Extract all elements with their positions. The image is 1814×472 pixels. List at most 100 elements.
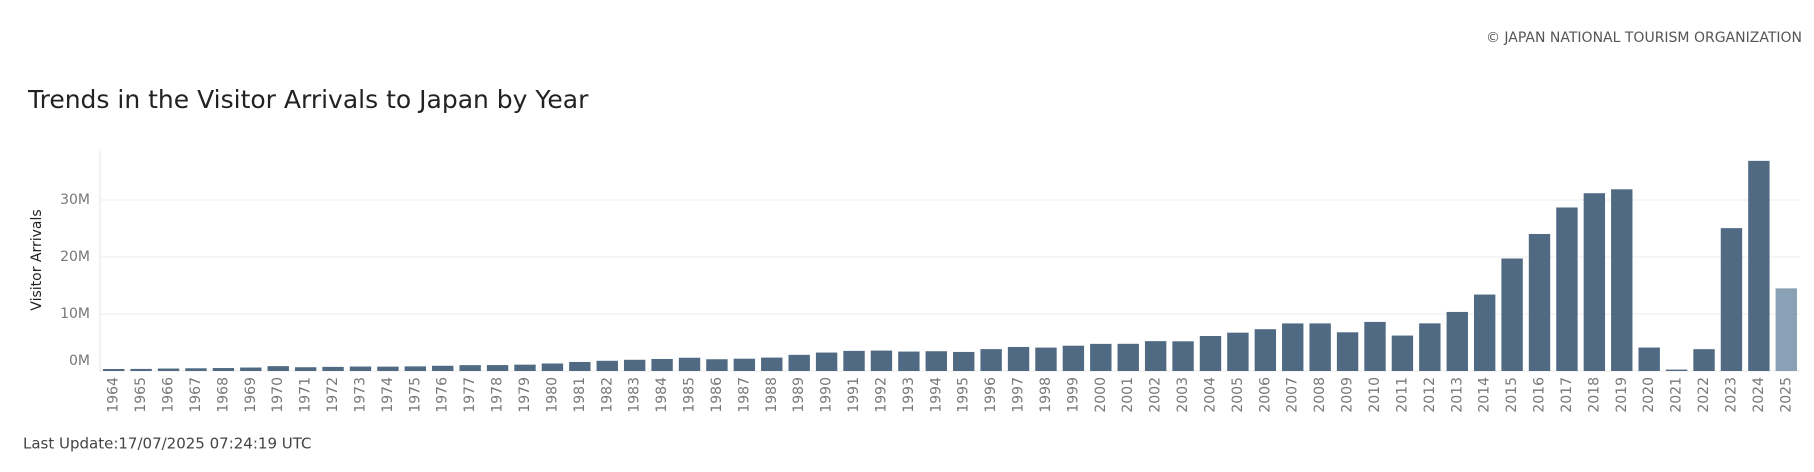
- x-tick-label: 2012: [1422, 377, 1438, 413]
- bar: [788, 354, 810, 371]
- bar: [432, 365, 454, 371]
- bar: [404, 366, 427, 371]
- x-tick-label: 1993: [901, 377, 917, 413]
- x-tick-label: 1991: [846, 377, 862, 413]
- bar: [1720, 228, 1743, 371]
- bar: [1007, 346, 1030, 371]
- bar: [1199, 336, 1222, 371]
- x-tick-label: 1994: [928, 377, 944, 413]
- x-tick-label: 1966: [161, 377, 177, 413]
- chart-title: Trends in the Visitor Arrivals to Japan …: [27, 85, 589, 114]
- y-axis-title: Visitor Arrivals: [29, 209, 45, 310]
- x-tick-label: 2018: [1586, 377, 1602, 413]
- bar: [1309, 323, 1331, 371]
- x-tick-label: 1975: [407, 377, 423, 413]
- bar: [349, 366, 372, 371]
- x-tick-label: 1983: [627, 377, 643, 413]
- x-tick-label: 1973: [352, 377, 368, 413]
- x-tick-label: 1985: [682, 377, 698, 413]
- x-tick-label: 2001: [1120, 377, 1136, 413]
- y-tick-label: 0M: [69, 353, 90, 369]
- x-tick-label: 1977: [462, 377, 478, 413]
- x-tick-label: 2010: [1367, 377, 1383, 413]
- footnote: Last Update:17/07/2025 07:24:19 UTC: [23, 435, 312, 453]
- bar: [761, 357, 783, 371]
- bar: [1638, 347, 1660, 371]
- x-tick-label: 2022: [1696, 377, 1712, 413]
- bar: [1117, 343, 1139, 371]
- bar: [1665, 369, 1688, 371]
- bar: [1775, 288, 1797, 371]
- x-tick-label: 1972: [325, 377, 341, 413]
- bar: [1227, 332, 1249, 371]
- y-tick-label: 30M: [60, 192, 90, 208]
- x-tick-label: 1986: [709, 377, 725, 413]
- bar: [486, 365, 509, 371]
- x-tick-label: 1964: [106, 377, 122, 413]
- x-tick-label: 1988: [764, 377, 780, 413]
- x-tick-label: 2016: [1532, 377, 1548, 413]
- x-tick-label: 2025: [1778, 377, 1794, 413]
- x-tick-label: 1981: [572, 377, 588, 413]
- x-tick-label: 2024: [1751, 377, 1767, 413]
- x-tick-label: 1995: [956, 377, 972, 413]
- bar: [157, 368, 180, 371]
- bar: [1611, 189, 1633, 371]
- x-tick-label: 1984: [654, 377, 670, 413]
- x-tick-label: 2002: [1148, 377, 1164, 413]
- x-tick-label: 2006: [1257, 377, 1273, 413]
- x-tick-label: 2021: [1669, 377, 1685, 413]
- bar: [294, 367, 317, 371]
- x-tick-label: 1971: [298, 377, 314, 413]
- x-tick-label: 1980: [544, 377, 560, 413]
- bar: [1144, 341, 1167, 371]
- x-tick-label: 1997: [1011, 377, 1027, 413]
- x-tick-label: 2020: [1641, 377, 1657, 413]
- bar: [651, 358, 673, 371]
- bar: [459, 365, 481, 371]
- x-tick-label: 1996: [983, 377, 999, 413]
- x-tick-label: 2023: [1723, 377, 1739, 413]
- x-tick-label: 1976: [435, 377, 451, 413]
- bar: [1419, 323, 1441, 371]
- x-tick-label: 2015: [1504, 377, 1520, 413]
- bar: [733, 358, 756, 371]
- bar: [1446, 311, 1468, 371]
- x-tick-label: 2007: [1285, 377, 1301, 413]
- bar: [596, 360, 618, 371]
- bar: [1336, 332, 1359, 371]
- bar: [1391, 335, 1414, 371]
- x-tick-label: 2014: [1477, 377, 1493, 413]
- bar: [267, 366, 289, 371]
- x-tick-label: 1965: [133, 377, 149, 413]
- bar: [1556, 207, 1578, 371]
- x-tick-label: 1998: [1038, 377, 1054, 413]
- y-tick-label: 20M: [60, 249, 90, 265]
- x-tick-label: 1978: [490, 377, 506, 413]
- x-tick-label: 1999: [1065, 377, 1081, 413]
- source: © JAPAN NATIONAL TOURISM ORGANIZATION: [1486, 30, 1802, 46]
- bar: [870, 350, 893, 371]
- x-tick-label: 2000: [1093, 377, 1109, 413]
- bar: [1364, 321, 1386, 371]
- bar: [1172, 341, 1194, 371]
- bar: [1282, 323, 1304, 371]
- x-tick-label: 1979: [517, 377, 533, 413]
- x-tick-label: 2011: [1394, 377, 1410, 413]
- x-tick-label: 2004: [1202, 377, 1218, 413]
- x-tick-label: 1990: [819, 377, 835, 413]
- bar: [1254, 329, 1277, 371]
- bar: [1528, 233, 1551, 371]
- bar: [1748, 160, 1770, 371]
- bar: [1035, 347, 1057, 371]
- x-tick-label: 2003: [1175, 377, 1191, 413]
- x-tick-label: 1969: [243, 377, 259, 413]
- bar: [1693, 349, 1715, 371]
- bar: [843, 350, 865, 371]
- bar: [980, 349, 1002, 371]
- bar: [130, 368, 152, 371]
- bar: [815, 352, 838, 371]
- x-tick-label: 2005: [1230, 377, 1246, 413]
- x-tick-label: 1982: [599, 377, 615, 413]
